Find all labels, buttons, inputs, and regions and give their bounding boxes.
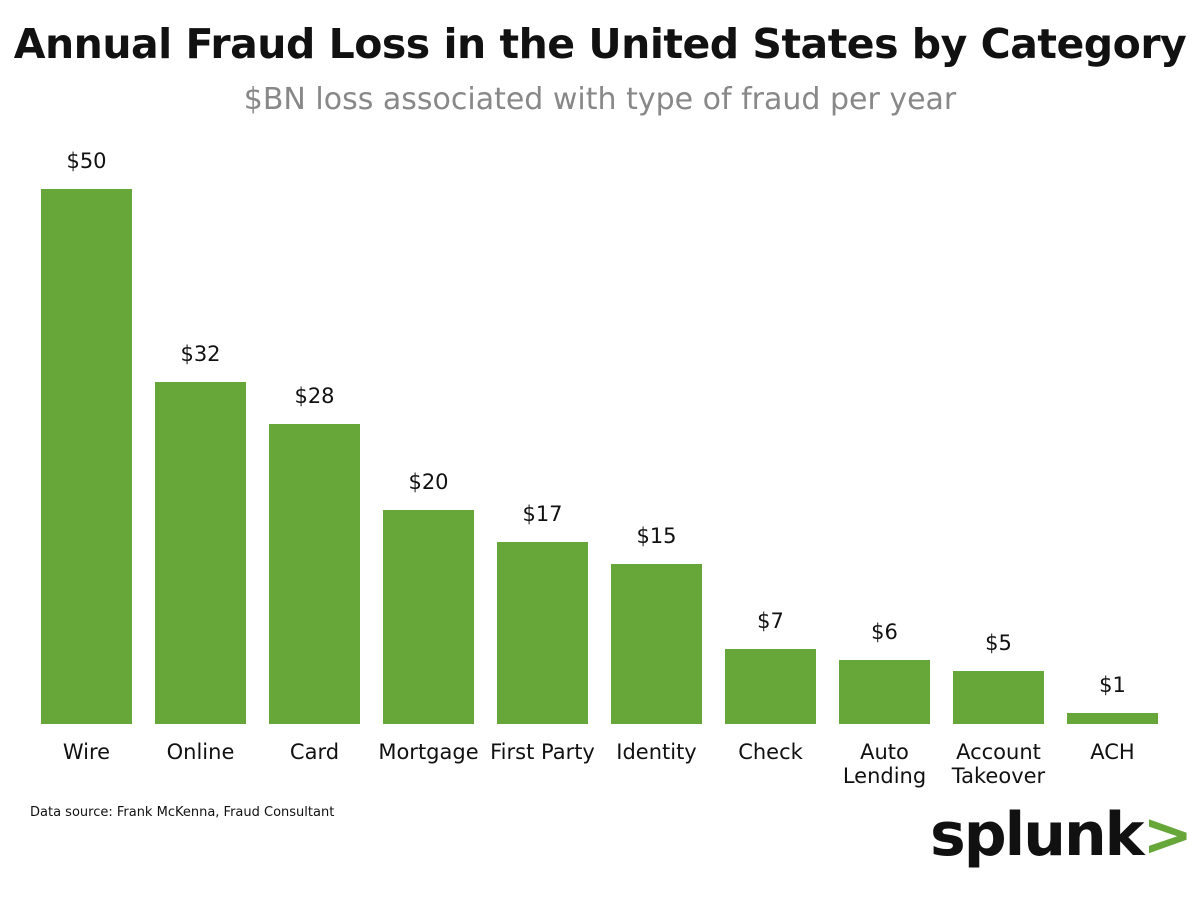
bar (725, 649, 816, 724)
x-tick-label: Card (289, 740, 340, 764)
value-label: $28 (294, 384, 335, 409)
bar (1067, 713, 1158, 724)
value-label: $5 (985, 630, 1012, 655)
value-label: $7 (757, 609, 784, 634)
logo-mark: > (1142, 800, 1193, 870)
bar (269, 424, 360, 724)
value-label: $17 (522, 502, 563, 527)
value-label: $20 (408, 470, 449, 494)
value-label: $6 (871, 619, 898, 644)
bar (155, 381, 246, 724)
x-tick-label: Identity (616, 740, 697, 764)
value-label: $50 (66, 149, 107, 173)
bar (41, 189, 132, 724)
value-label: $15 (636, 523, 677, 548)
bar (839, 659, 930, 724)
source-note: Data source: Frank McKenna, Fraud Consul… (30, 805, 335, 820)
bar (953, 670, 1044, 724)
x-tick-label: ACH (1090, 740, 1135, 764)
x-tick-label: Auto Lending (842, 740, 927, 788)
x-tick-label: Account Takeover (951, 740, 1046, 788)
x-tick-label: Mortgage (378, 740, 479, 764)
x-tick-label: Online (166, 740, 235, 764)
x-tick-label: First Party (490, 740, 595, 764)
chart-subtitle: $BN loss associated with type of fraud p… (243, 82, 957, 117)
x-tick-label: Wire (62, 740, 111, 764)
chart-title: Annual Fraud Loss in the United States b… (13, 20, 1187, 68)
logo: splunk> (930, 800, 1193, 870)
bar (497, 542, 588, 724)
logo-word: splunk (930, 800, 1145, 870)
value-label: $1 (1099, 673, 1126, 698)
value-label: $32 (180, 341, 221, 366)
x-tick-label: Check (738, 740, 803, 764)
bar (383, 510, 474, 724)
bar (611, 563, 702, 724)
